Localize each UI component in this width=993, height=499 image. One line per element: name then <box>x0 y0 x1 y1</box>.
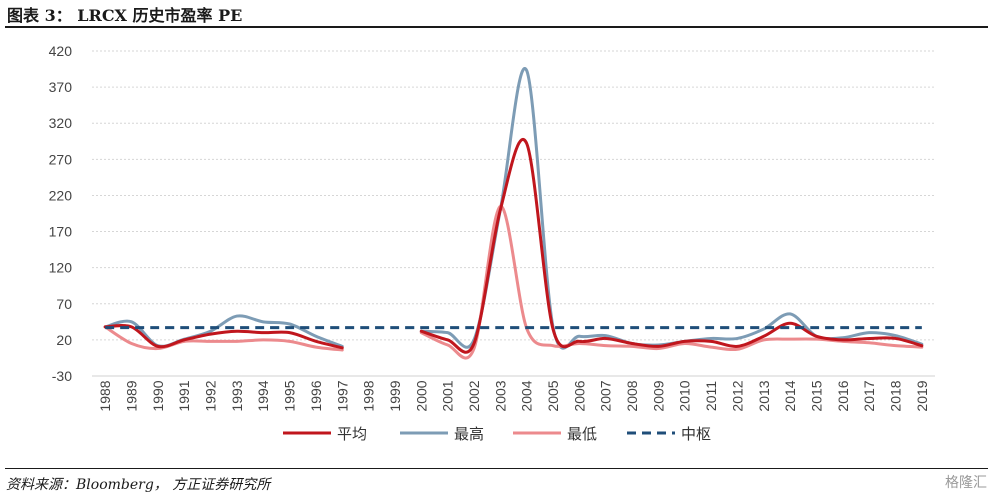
x-tick-label: 2005 <box>545 380 561 411</box>
x-tick-label: 2017 <box>861 380 877 411</box>
y-tick-label: 170 <box>49 224 73 240</box>
x-tick-label: 2014 <box>782 380 798 411</box>
legend-label: 平均 <box>337 425 367 443</box>
x-tick-label: 1993 <box>229 380 245 411</box>
legend-label: 最高 <box>454 425 484 443</box>
series-lines <box>103 66 924 360</box>
series-line-最高 <box>419 66 924 350</box>
y-tick-label: 320 <box>49 115 73 131</box>
y-tick-label: 20 <box>56 332 72 348</box>
x-tick-label: 2003 <box>492 380 508 411</box>
series-line-最高 <box>103 314 344 348</box>
x-tick-label: 2007 <box>598 380 614 411</box>
y-tick-label: 70 <box>56 296 72 312</box>
x-tick-label: 2001 <box>440 380 456 411</box>
x-tick-label: 2009 <box>650 380 666 411</box>
source-rule <box>5 468 988 469</box>
x-tick-label: 1994 <box>255 380 271 411</box>
legend-label: 中枢 <box>681 425 711 443</box>
x-tick-label: 2019 <box>914 380 930 411</box>
source-note: 资料来源：Bloomberg， 方正证券研究所 <box>6 477 271 493</box>
y-tick-label: 220 <box>49 187 73 203</box>
figure-title: 图表 3： LRCX 历史市盈率 PE <box>7 6 243 25</box>
x-tick-label: 2015 <box>808 380 824 411</box>
x-tick-label: 1999 <box>387 380 403 411</box>
x-tick-label: 2011 <box>703 381 719 411</box>
legend: 平均 最高 最低 中枢 <box>283 425 711 443</box>
watermark-logo: 格隆汇 <box>945 475 987 491</box>
y-tick-label: -30 <box>52 368 72 384</box>
y-tick-label: 270 <box>49 151 73 167</box>
series-line-最低 <box>103 325 344 352</box>
series-line-平均 <box>419 138 924 354</box>
x-tick-label: 2004 <box>519 380 535 411</box>
x-tick-label: 1997 <box>334 380 350 411</box>
y-tick-label: 120 <box>49 260 73 276</box>
x-tick-label: 1989 <box>124 380 140 411</box>
x-tick-label: 1992 <box>203 380 219 411</box>
x-tick-label: 2000 <box>413 380 429 411</box>
x-tick-label: 2018 <box>887 380 903 411</box>
pe-line-chart: -30 20 70 120 170 220 270 320 370 420 1988 1989 199… <box>49 43 935 443</box>
y-tick-label: 420 <box>49 43 73 59</box>
x-tick-label: 2008 <box>624 380 640 411</box>
y-tick-label: 370 <box>49 79 73 95</box>
x-tick-label: 1996 <box>308 380 324 411</box>
x-tick-label: 1990 <box>150 380 166 411</box>
series-line-平均 <box>103 324 344 350</box>
x-tick-label: 2016 <box>835 380 851 411</box>
x-tick-label: 1991 <box>176 380 192 411</box>
x-axis-ticks: 1988 1989 1990 1991 1992 1993 1994 1995 1996 1997… <box>97 380 930 411</box>
x-tick-label: 2002 <box>466 380 482 411</box>
y-axis-ticks: -30 20 70 120 170 220 270 320 370 420 <box>49 43 73 384</box>
x-tick-label: 1998 <box>361 380 377 411</box>
x-tick-label: 2012 <box>729 380 745 411</box>
x-tick-label: 2013 <box>756 380 772 411</box>
x-tick-label: 1988 <box>97 380 113 411</box>
x-tick-label: 2006 <box>571 380 587 411</box>
x-tick-label: 2010 <box>677 380 693 411</box>
x-tick-label: 1995 <box>282 380 298 411</box>
legend-label: 最低 <box>567 425 597 443</box>
title-rule <box>5 26 988 28</box>
